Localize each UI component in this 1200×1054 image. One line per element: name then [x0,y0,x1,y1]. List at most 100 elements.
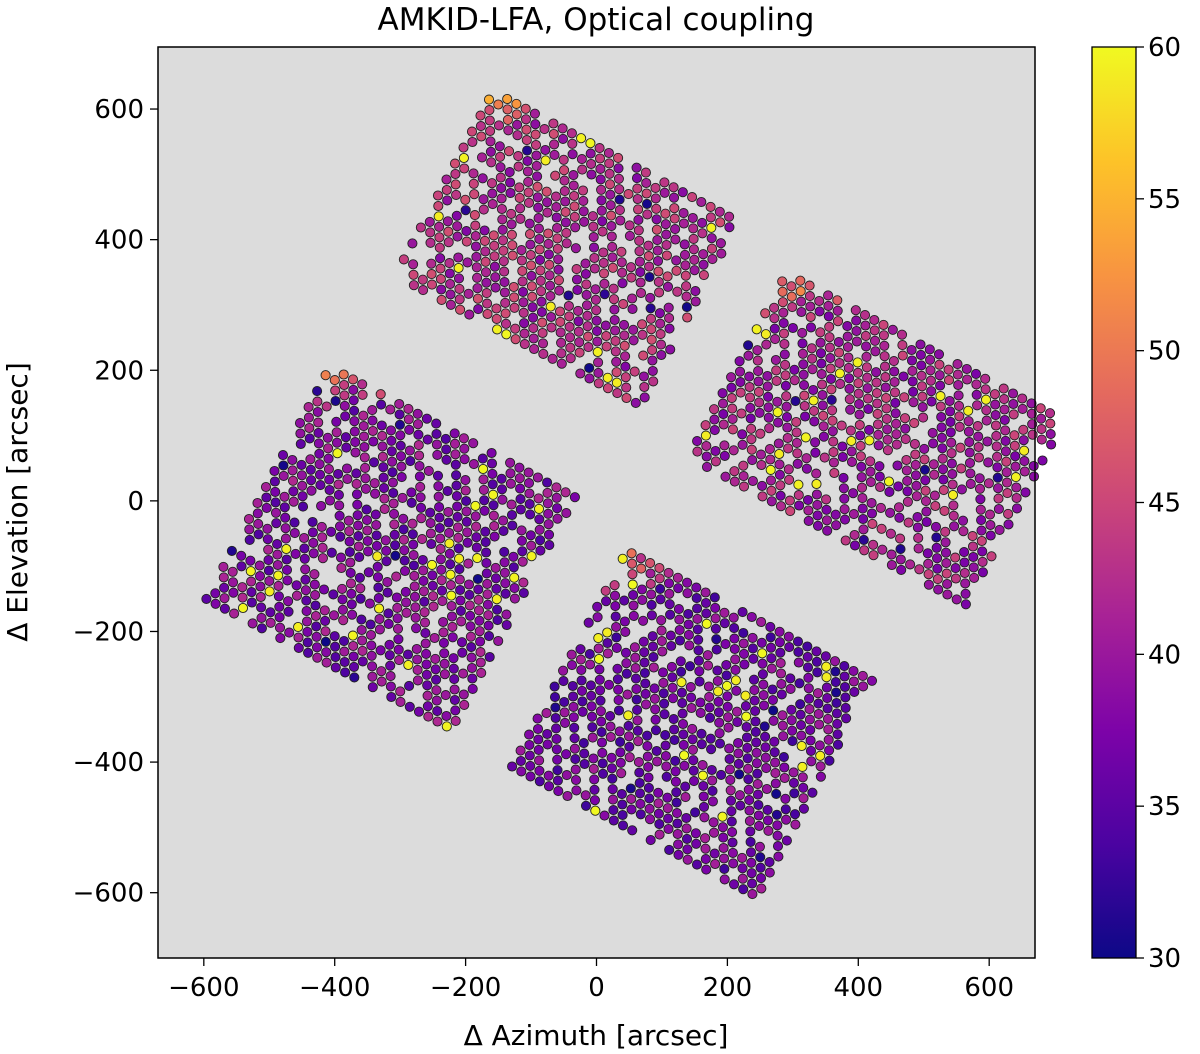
detector-point [912,512,923,523]
detector-point [470,511,481,522]
detector-point [505,457,516,468]
detector-point [902,475,913,486]
detector-point [729,476,740,487]
detector-point [473,605,485,616]
detector-point [549,692,561,703]
detector-point [464,589,475,600]
detector-point [475,121,486,132]
detector-point [434,522,445,534]
detector-point [374,613,385,625]
detector-point [1011,503,1023,514]
detector-point [459,443,470,454]
detector-point [913,543,924,554]
detector-point [551,744,562,755]
detector-point [639,667,650,679]
detector-point [408,560,419,571]
detector-point [889,387,901,398]
detector-point [567,138,578,149]
detector-point [872,398,883,409]
detector-point [811,646,822,657]
detector-point [807,787,818,798]
detector-point [818,410,829,421]
detector-point [698,791,709,802]
detector-point [611,621,622,633]
detector-point [330,385,341,396]
detector-point [374,603,385,614]
detector-point [577,185,589,196]
detector-point [717,811,728,822]
detector-point [464,309,475,320]
detector-point [784,474,795,485]
detector-point [634,767,645,778]
detector-point [588,242,600,253]
detector-point [255,591,266,603]
detector-point [747,475,758,487]
detector-point [746,444,757,455]
detector-point [445,559,456,570]
detector-point [896,329,908,340]
detector-point [300,564,311,575]
detector-point [719,450,730,461]
detector-point [920,475,931,486]
detector-point [685,682,696,693]
detector-point [730,675,741,686]
detector-point [577,696,588,707]
detector-point [491,313,502,324]
detector-point [797,338,808,349]
detector-point [664,313,675,324]
detector-point [410,602,421,613]
detector-point [243,513,255,525]
detector-point [408,259,419,270]
detector-point [853,388,864,399]
detector-point [293,621,304,633]
detector-point [358,410,369,421]
detector-point [816,369,827,380]
detector-point [360,483,371,494]
detector-point [799,400,810,412]
detector-point [408,539,419,550]
detector-point [470,241,482,252]
detector-point [530,129,541,140]
detector-point [418,565,429,576]
detector-point [584,362,595,374]
detector-point [670,766,681,777]
detector-point [433,200,444,212]
detector-point [635,798,646,809]
colorbar-tick-label: 45 [1148,489,1181,519]
detector-point [804,693,815,704]
detector-point [247,618,258,629]
detector-point [724,753,735,765]
detector-point [413,440,424,451]
detector-point [465,631,476,642]
detector-point [438,637,449,648]
detector-point [662,281,674,292]
detector-point [646,324,657,335]
detector-point [947,489,959,501]
detector-point [628,335,639,346]
detector-point [745,836,756,847]
detector-point [802,494,814,506]
detector-point [992,451,1003,462]
detector-point [945,416,956,427]
detector-point [597,216,608,227]
detector-point [825,373,837,385]
detector-point [586,158,597,170]
colorbar-tick-label: 50 [1148,337,1181,367]
detector-point [744,795,755,806]
detector-point [397,492,408,503]
detector-point [627,569,638,580]
detector-point [901,465,912,476]
detector-point [933,584,944,595]
detector-point [661,239,672,251]
detector-point [992,472,1003,483]
detector-point [446,600,457,612]
detector-point [752,768,763,779]
detector-point [726,816,737,827]
detector-point [443,506,454,518]
detector-point [349,416,360,427]
detector-point [930,500,941,512]
detector-point [421,659,432,670]
detector-point [552,503,563,514]
detector-point [889,376,900,388]
detector-point [379,503,390,515]
